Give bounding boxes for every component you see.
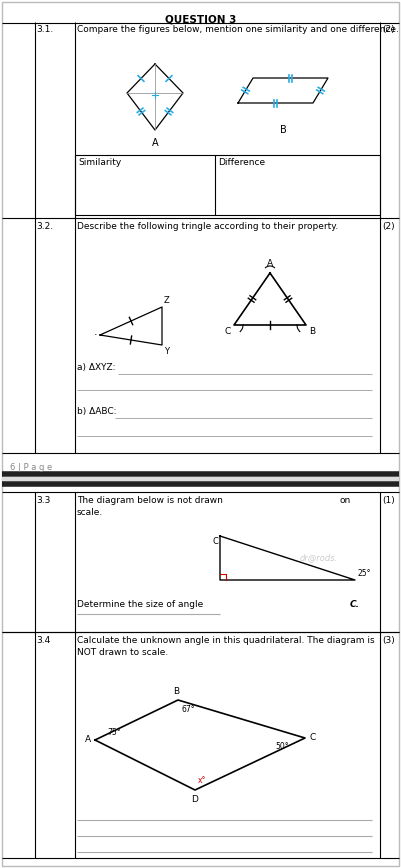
Text: Determine the size of angle: Determine the size of angle xyxy=(77,600,203,609)
Text: (2): (2) xyxy=(382,222,395,231)
Text: on: on xyxy=(340,496,351,505)
Text: scale.: scale. xyxy=(77,508,103,517)
Text: QUESTION 3: QUESTION 3 xyxy=(165,14,236,24)
Text: 3.2.: 3.2. xyxy=(36,222,53,231)
Text: A: A xyxy=(267,259,273,268)
Text: 3.3: 3.3 xyxy=(36,496,51,505)
Text: a) ΔXYZ:: a) ΔXYZ: xyxy=(77,363,118,372)
Text: Y: Y xyxy=(164,347,169,356)
Text: b) ΔABC:: b) ΔABC: xyxy=(77,407,117,416)
Text: (2): (2) xyxy=(382,25,395,34)
Text: 75°: 75° xyxy=(107,728,121,737)
Text: x°: x° xyxy=(198,776,207,785)
Text: D: D xyxy=(192,795,198,804)
Text: Difference: Difference xyxy=(218,158,265,167)
Text: Calculate the unknown angle in this quadrilateral. The diagram is: Calculate the unknown angle in this quad… xyxy=(77,636,375,645)
Text: The diagram below is not drawn: The diagram below is not drawn xyxy=(77,496,223,505)
Text: 50°: 50° xyxy=(275,742,289,751)
Text: A: A xyxy=(85,735,91,745)
Text: Z: Z xyxy=(164,296,170,305)
Text: C.: C. xyxy=(350,600,360,609)
Text: 67°: 67° xyxy=(181,705,194,714)
Text: (3): (3) xyxy=(382,636,395,645)
Text: 25°: 25° xyxy=(357,569,371,578)
Text: 6 | P a g e: 6 | P a g e xyxy=(10,463,52,472)
Text: NOT drawn to scale.: NOT drawn to scale. xyxy=(77,648,168,657)
Text: 3.1.: 3.1. xyxy=(36,25,53,34)
Text: ·: · xyxy=(93,330,97,340)
Text: Similarity: Similarity xyxy=(78,158,121,167)
Text: dr@rods.: dr@rods. xyxy=(300,554,338,562)
Text: C: C xyxy=(225,327,231,336)
Text: C: C xyxy=(212,537,218,546)
Text: B: B xyxy=(309,327,315,336)
Text: 3.4: 3.4 xyxy=(36,636,50,645)
Text: B: B xyxy=(279,125,286,135)
Text: (1): (1) xyxy=(382,496,395,505)
Bar xyxy=(75,155,380,215)
Text: A: A xyxy=(152,138,158,148)
Text: B: B xyxy=(173,687,179,696)
Text: C: C xyxy=(309,733,315,742)
Text: Describe the following tringle according to their property.: Describe the following tringle according… xyxy=(77,222,338,231)
Text: Compare the figures below, mention one similarity and one difference.: Compare the figures below, mention one s… xyxy=(77,25,399,34)
